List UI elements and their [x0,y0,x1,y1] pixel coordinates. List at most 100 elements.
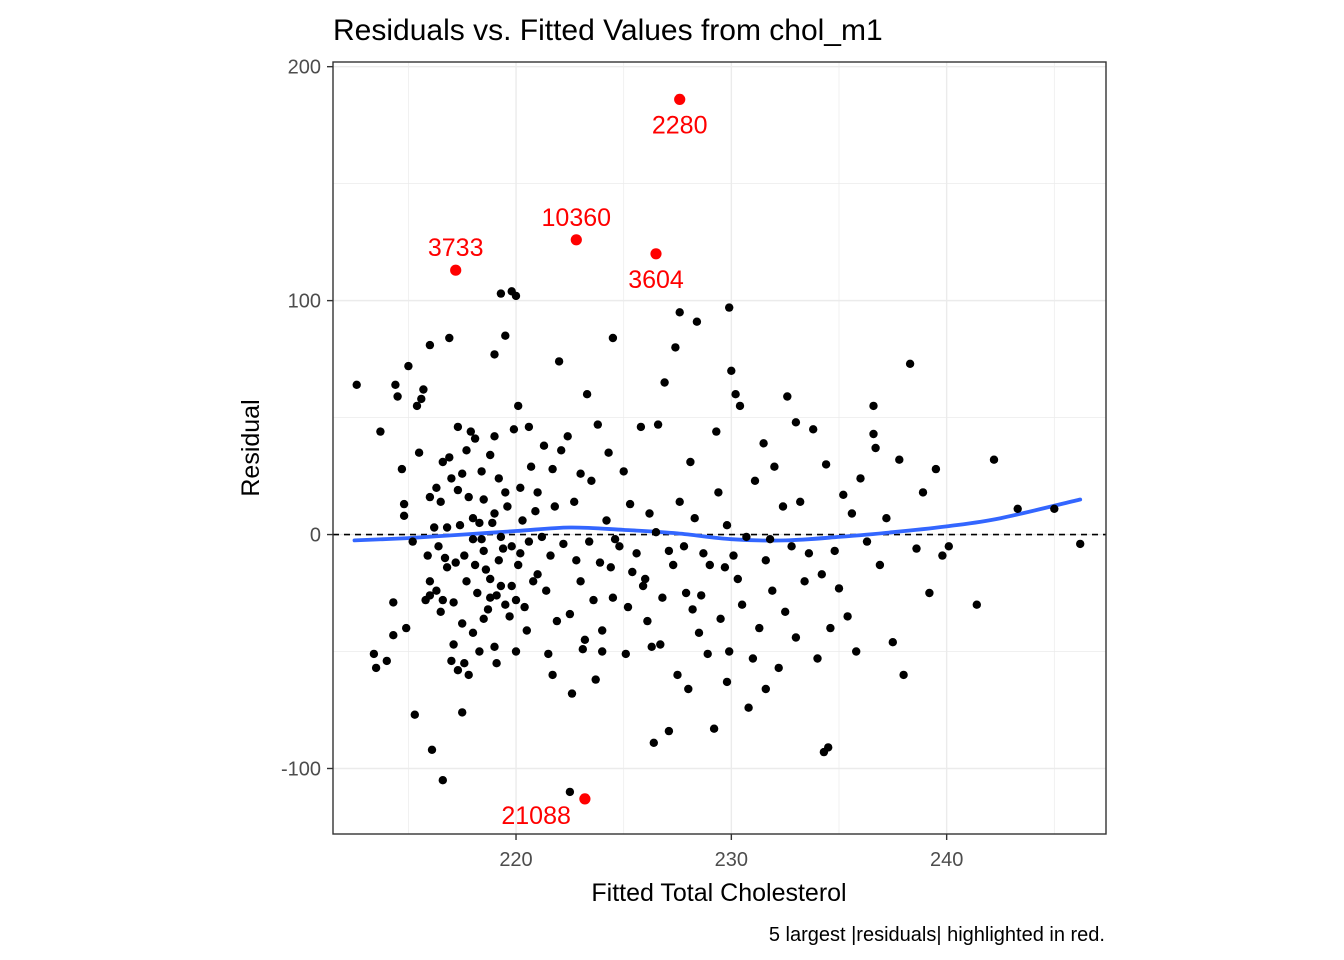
data-point [352,380,361,389]
data-point [475,647,484,656]
data-point [638,581,648,591]
data-point [464,492,473,502]
data-point [572,556,581,565]
data-point [417,394,426,404]
data-point [514,560,523,570]
data-point [490,642,499,651]
data-point [537,532,547,542]
y-tick-label: -100 [281,759,321,781]
data-point [516,483,525,492]
data-point [671,343,680,352]
data-point [494,556,503,565]
data-point [468,628,478,637]
data-point [1050,504,1059,513]
data-point [462,577,471,586]
data-point [436,497,445,506]
data-point [623,602,633,612]
data-point [486,450,495,460]
data-point [440,553,450,563]
data-point [432,586,441,595]
data-point [905,359,915,368]
data-point [725,303,734,312]
highlighted-point-label: 21088 [501,802,571,830]
data-point [944,542,953,551]
data-point [931,464,941,474]
data-point [834,584,844,593]
data-point [598,647,607,656]
data-point [656,640,665,649]
data-point [727,366,736,375]
data-point [830,546,839,556]
data-point [453,485,463,495]
data-point [774,663,783,673]
data-point [496,289,506,298]
data-point [688,605,697,614]
data-point [509,425,519,434]
data-point [546,551,555,560]
highlighted-point [579,793,591,805]
data-point [425,492,435,502]
data-point [925,588,934,598]
data-point [679,542,689,551]
data-point [473,588,482,598]
data-point [565,609,575,619]
data-point [576,469,585,478]
data-point [660,378,669,387]
data-point [593,420,602,429]
data-point [714,488,723,497]
data-point [796,497,805,506]
data-point [507,542,516,551]
chart-caption: 5 largest |residuals| highlighted in red… [769,924,1105,946]
data-point [470,560,480,570]
loess-smooth-curve [352,497,1083,543]
axis-ticks: 220 230 240 -100 0 100 200 [281,57,963,871]
data-point [533,488,542,497]
data-point [404,361,413,371]
data-point [458,708,467,717]
data-point [761,556,770,565]
data-point [389,631,398,640]
data-point [703,649,712,659]
data-point [755,623,764,633]
data-point [1013,504,1022,513]
data-point [425,340,435,350]
data-point [791,418,801,427]
data-point [511,647,521,656]
data-point [539,441,549,450]
data-point [770,462,779,471]
y-tick-label: 100 [288,291,321,313]
data-point [524,422,534,432]
data-point [425,577,435,586]
data-point [610,535,620,544]
data-point [875,560,885,570]
data-point [869,401,878,411]
x-tick-label: 220 [499,849,532,871]
data-point [781,607,790,616]
data-point [468,514,478,523]
data-point [432,483,441,492]
data-point [477,467,486,476]
data-point [414,448,424,457]
data-point [722,677,732,687]
data-point [391,380,400,389]
data-point [731,390,740,399]
data-point [1076,539,1085,549]
data-point [608,333,618,343]
data-point [526,462,536,471]
data-point [533,570,542,579]
data-point [434,542,443,551]
data-point [565,787,575,797]
data-point [514,401,523,411]
data-point [684,684,693,694]
data-point [567,689,577,698]
data-point [843,612,852,621]
data-point [809,425,818,434]
data-point [554,357,564,366]
data-point [694,628,704,637]
data-point [479,495,488,504]
data-point [716,614,725,623]
data-point [821,460,831,469]
data-point [447,656,456,666]
data-point [737,600,747,609]
data-point [475,518,484,528]
